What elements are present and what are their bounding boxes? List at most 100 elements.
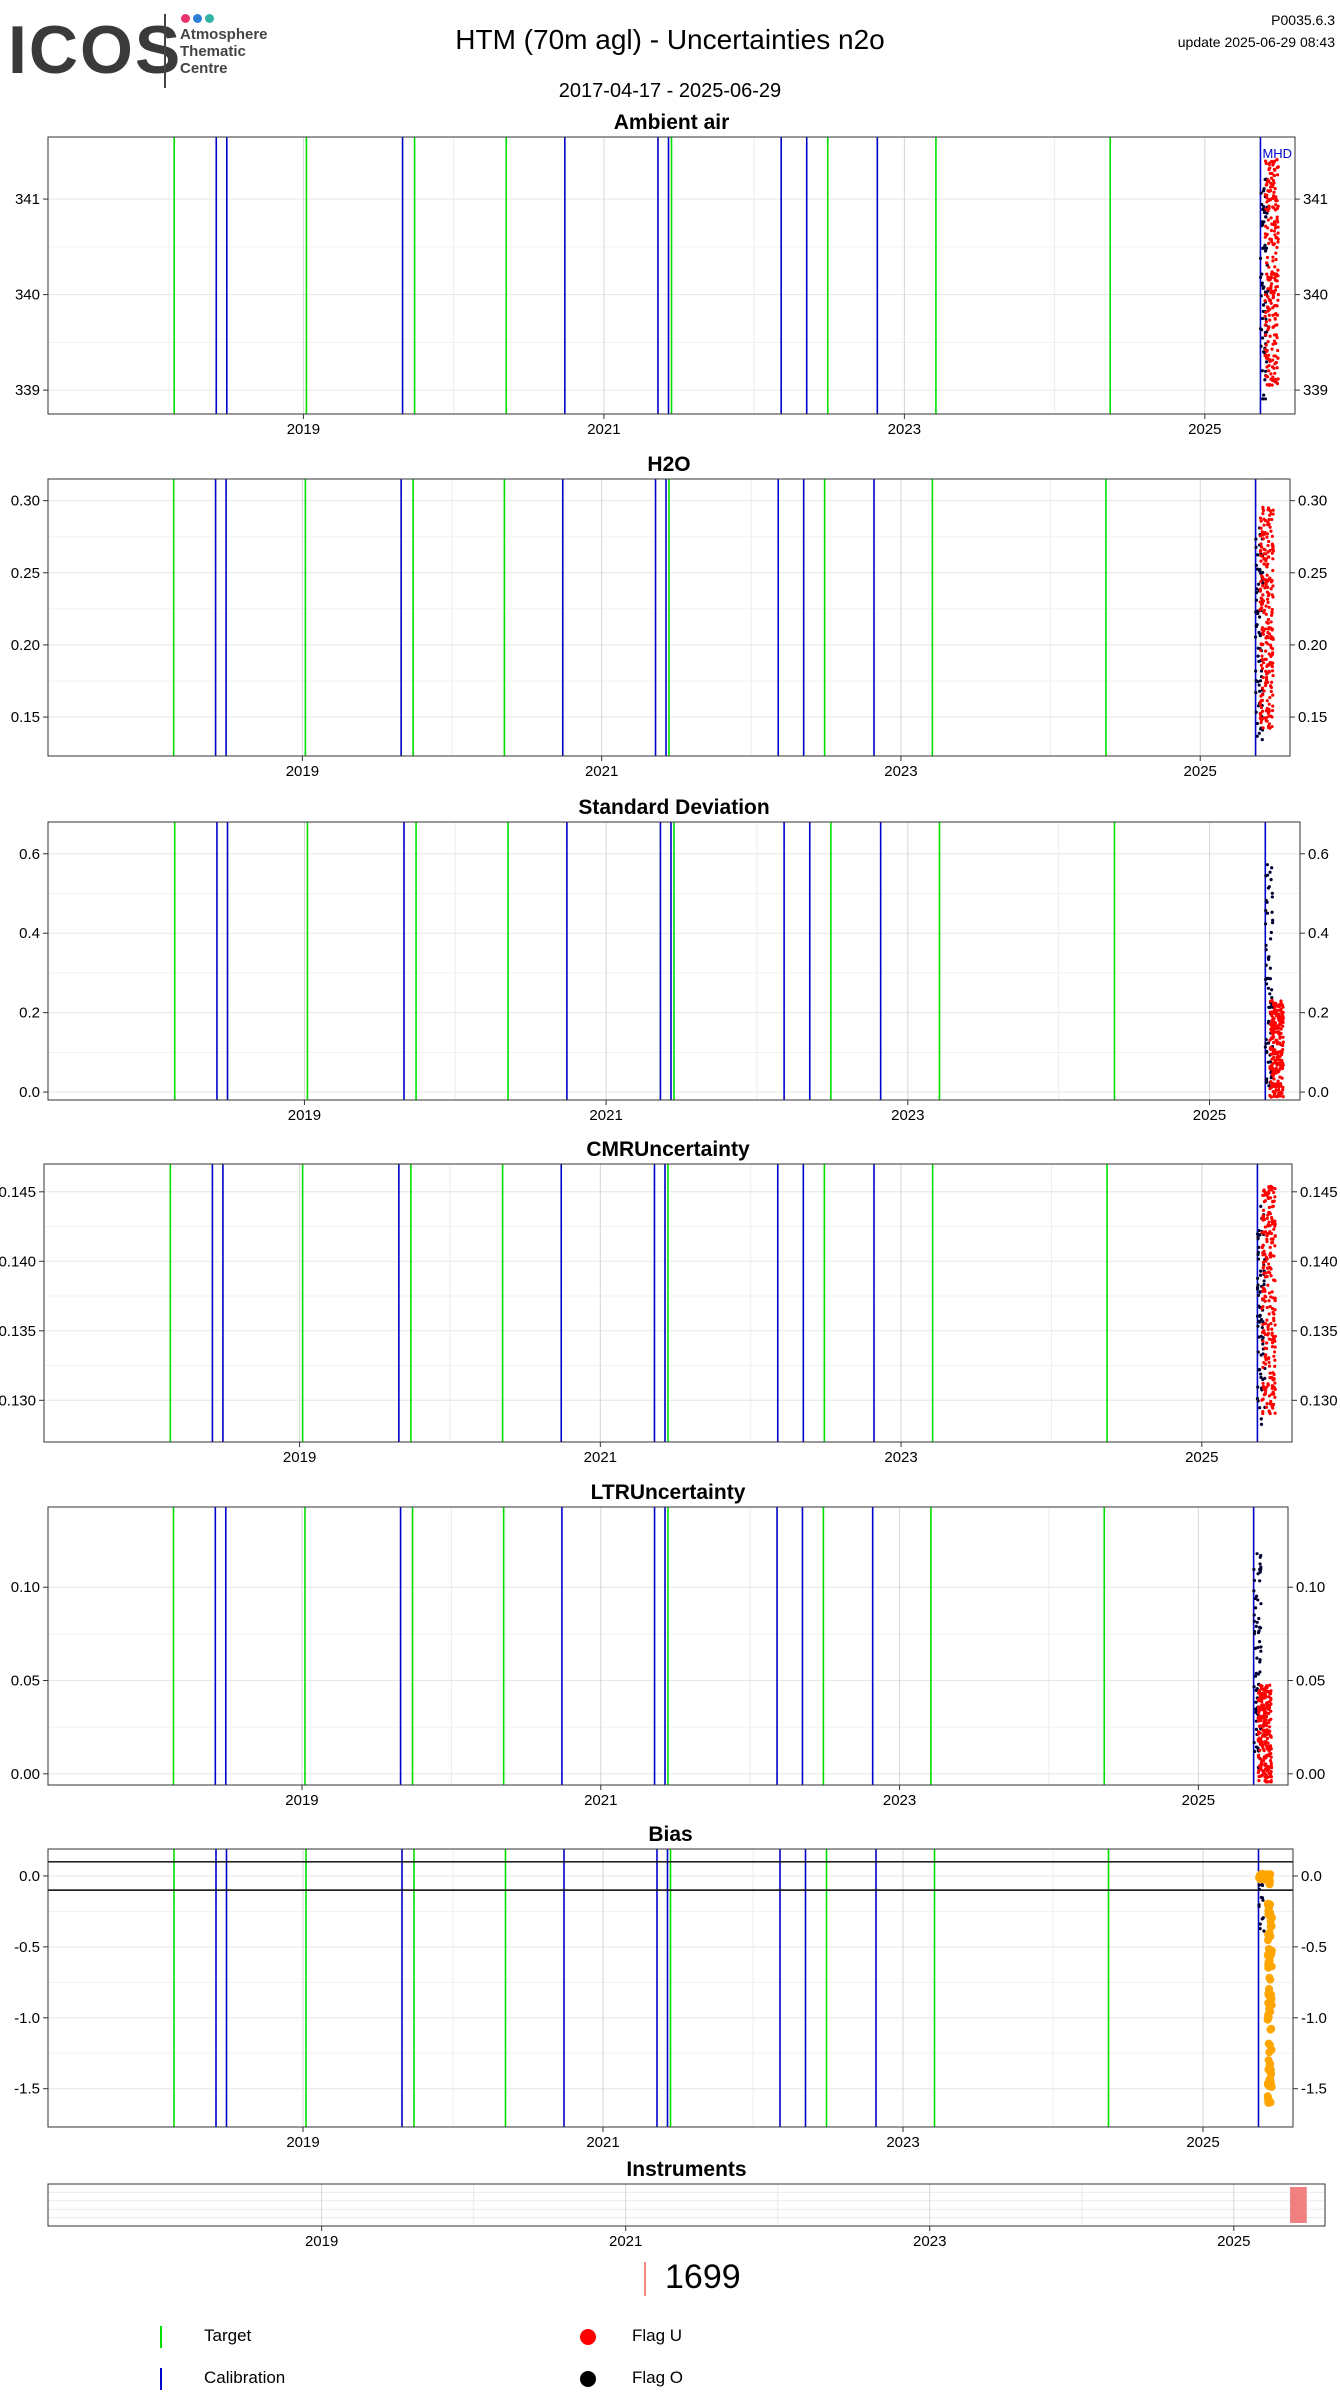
flag-u-point bbox=[1270, 1072, 1274, 1076]
flag-u-point bbox=[1265, 1341, 1269, 1345]
flag-u-point bbox=[1260, 686, 1265, 690]
flag-u-point bbox=[1266, 1327, 1270, 1331]
flag-u-point bbox=[1273, 1244, 1277, 1248]
flag-u-point bbox=[1266, 1283, 1270, 1287]
flag-o-point bbox=[1258, 1922, 1262, 1926]
flag-u-point bbox=[1268, 1691, 1273, 1696]
flag-u-point bbox=[1281, 1040, 1285, 1044]
flag-u-point bbox=[1269, 1763, 1273, 1768]
flag-o-point bbox=[1264, 898, 1268, 903]
flag-o-point bbox=[1254, 1727, 1259, 1731]
flag-u-point bbox=[1267, 1220, 1271, 1224]
h2o-ytick-label: 0.30 bbox=[11, 493, 40, 510]
logo-line-2: Thematic bbox=[180, 43, 246, 60]
bias-point bbox=[1265, 1984, 1274, 1993]
flag-u-point bbox=[1268, 1067, 1272, 1071]
flag-u-point bbox=[1260, 1700, 1264, 1704]
flag-u-point bbox=[1270, 680, 1274, 684]
flag-u-point bbox=[1258, 1774, 1262, 1778]
flag-u-point bbox=[1275, 313, 1279, 317]
flag-u-point bbox=[1259, 553, 1263, 558]
flag-o-point bbox=[1256, 654, 1260, 658]
flag-o-point bbox=[1253, 1749, 1257, 1754]
bias-point bbox=[1264, 1991, 1273, 2000]
flag-o-point bbox=[1269, 988, 1274, 992]
flag-u-point bbox=[1263, 1322, 1268, 1326]
flag-u-point bbox=[1262, 1689, 1266, 1693]
flag-u-point bbox=[1276, 1016, 1281, 1021]
flag-u-point bbox=[1264, 1405, 1269, 1409]
flag-u-point bbox=[1273, 276, 1277, 280]
flag-u-point bbox=[1261, 1243, 1265, 1247]
flag-o-point bbox=[1271, 918, 1275, 922]
flag-u-point bbox=[1281, 1095, 1285, 1099]
version-label: P0035.6.3 bbox=[1271, 12, 1335, 28]
bias-point bbox=[1266, 1975, 1275, 1984]
flag-u-point bbox=[1274, 1009, 1279, 1013]
flag-u-point bbox=[1273, 1224, 1277, 1228]
flag-u-point bbox=[1267, 605, 1271, 609]
ltruncertainty-xtick-label: 2025 bbox=[1182, 1792, 1215, 1809]
flag-u-point bbox=[1272, 1040, 1276, 1045]
flag-u-point bbox=[1268, 1305, 1272, 1309]
flag-o-point bbox=[1260, 1896, 1265, 1900]
flag-u-point bbox=[1267, 1718, 1272, 1722]
flag-o-point bbox=[1266, 986, 1271, 990]
flag-u-point bbox=[1264, 1763, 1268, 1768]
flag-u-point bbox=[1269, 1095, 1273, 1099]
flag-u-point bbox=[1261, 661, 1266, 665]
flag-o-point bbox=[1256, 646, 1260, 650]
flag-u-point bbox=[1267, 1185, 1271, 1189]
logo-line-3: Centre bbox=[180, 60, 228, 77]
flag-u-point bbox=[1263, 159, 1268, 163]
flag-u-point bbox=[1271, 584, 1275, 588]
flag-u-point bbox=[1273, 1381, 1277, 1385]
flag-o-point bbox=[1268, 937, 1273, 941]
flag-u-point bbox=[1261, 1724, 1266, 1728]
flag-u-point bbox=[1273, 1234, 1277, 1238]
flag-u-point bbox=[1261, 1208, 1266, 1212]
standard-deviation-frame bbox=[47, 821, 1301, 1101]
cmruncertainty-xtick-label: 2025 bbox=[1185, 1449, 1218, 1466]
flag-u-point bbox=[1263, 1230, 1268, 1234]
bias-ytick-label: 0.0 bbox=[19, 1868, 40, 1885]
flag-u-point bbox=[1260, 658, 1264, 662]
flag-u-point bbox=[1267, 1360, 1271, 1364]
flag-u-point bbox=[1269, 282, 1274, 286]
flag-u-point bbox=[1267, 357, 1272, 362]
instruments-frame bbox=[47, 2183, 1326, 2227]
ambient-air-xtick-label: 2021 bbox=[587, 421, 620, 438]
flag-u-point bbox=[1271, 673, 1275, 678]
flag-u-point bbox=[1271, 255, 1275, 259]
flag-u-point bbox=[1271, 693, 1275, 697]
flag-u-point bbox=[1267, 1356, 1271, 1360]
flag-u-point bbox=[1274, 203, 1278, 207]
ambient-air-ytick-label-right: 341 bbox=[1303, 191, 1328, 208]
flag-o-point bbox=[1268, 870, 1272, 874]
flag-u-point bbox=[1266, 725, 1271, 730]
flag-u-point bbox=[1281, 1035, 1285, 1039]
flag-u-point bbox=[1281, 1085, 1285, 1090]
flag-u-point bbox=[1269, 587, 1273, 591]
flag-u-point bbox=[1269, 1709, 1273, 1713]
flag-o-point bbox=[1256, 1245, 1261, 1250]
h2o-ytick-label-right: 0.30 bbox=[1298, 493, 1327, 510]
bias-ytick-label: -1.0 bbox=[14, 2010, 40, 2027]
flag-o-point bbox=[1270, 866, 1274, 870]
flag-u-point bbox=[1261, 1733, 1265, 1738]
flag-o-point bbox=[1256, 1385, 1260, 1389]
flag-u-point bbox=[1257, 1705, 1261, 1709]
flag-u-point bbox=[1271, 557, 1275, 561]
flag-u-point bbox=[1266, 1382, 1270, 1386]
flag-u-point bbox=[1266, 218, 1270, 222]
flag-u-point bbox=[1267, 1771, 1271, 1776]
logo-dot-blue bbox=[193, 14, 202, 23]
bias-ytick-label: -1.5 bbox=[14, 2081, 40, 2098]
flag-u-point bbox=[1266, 555, 1271, 559]
flag-o-point bbox=[1263, 922, 1268, 926]
flag-o-point bbox=[1256, 1598, 1260, 1602]
flag-u-point bbox=[1273, 1308, 1277, 1312]
flag-u-point bbox=[1268, 166, 1272, 170]
flag-u-point bbox=[1269, 1216, 1274, 1220]
flag-u-point bbox=[1266, 550, 1270, 554]
